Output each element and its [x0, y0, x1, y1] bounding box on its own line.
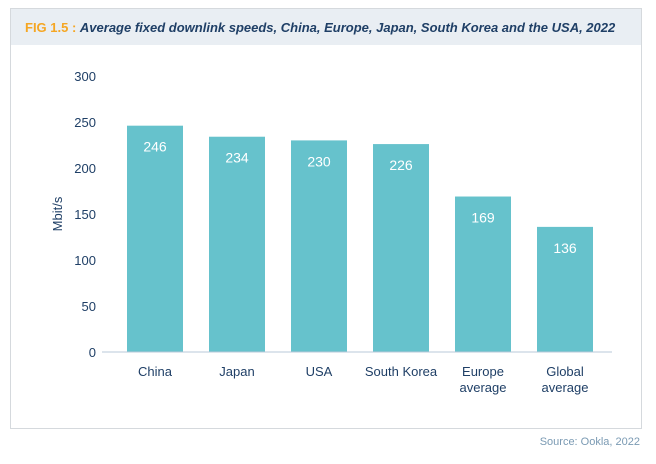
x-tick-label: South Korea: [365, 364, 438, 379]
y-tick-label: 250: [74, 115, 96, 130]
chart-title: FIG 1.5 : Average fixed downlink speeds,…: [25, 20, 615, 35]
y-axis-label: Mbit/s: [50, 196, 65, 231]
x-tick-label: average: [460, 380, 507, 395]
y-tick-label: 100: [74, 253, 96, 268]
x-tick-label: USA: [306, 364, 333, 379]
x-tick-label: Global: [546, 364, 584, 379]
x-tick-label: Japan: [219, 364, 254, 379]
y-tick-label: 200: [74, 161, 96, 176]
x-tick-label: China: [138, 364, 173, 379]
y-tick-label: 300: [74, 69, 96, 84]
y-tick-label: 50: [82, 299, 96, 314]
bar: [537, 226, 593, 352]
data-label: 226: [389, 157, 413, 173]
data-label: 234: [225, 150, 249, 166]
bar: [373, 144, 429, 352]
bar: [291, 140, 347, 352]
bar: [209, 136, 265, 352]
figure-label: FIG 1.5 :: [25, 20, 77, 35]
source-note: Source: Ookla, 2022: [539, 436, 640, 448]
y-tick-label: 150: [74, 207, 96, 222]
y-tick-label: 0: [89, 345, 96, 360]
bar: [127, 125, 183, 353]
data-label: 246: [143, 139, 167, 155]
bar: [455, 196, 511, 352]
x-tick-label: average: [542, 380, 589, 395]
data-label: 230: [307, 153, 331, 169]
chart-title-text: Average fixed downlink speeds, China, Eu…: [79, 20, 616, 35]
figure-header: FIG 1.5 : Average fixed downlink speeds,…: [11, 9, 641, 45]
data-label: 169: [471, 210, 495, 226]
x-tick-label: Europe: [462, 364, 504, 379]
figure-frame: FIG 1.5 : Average fixed downlink speeds,…: [10, 8, 642, 429]
data-label: 136: [553, 240, 577, 256]
